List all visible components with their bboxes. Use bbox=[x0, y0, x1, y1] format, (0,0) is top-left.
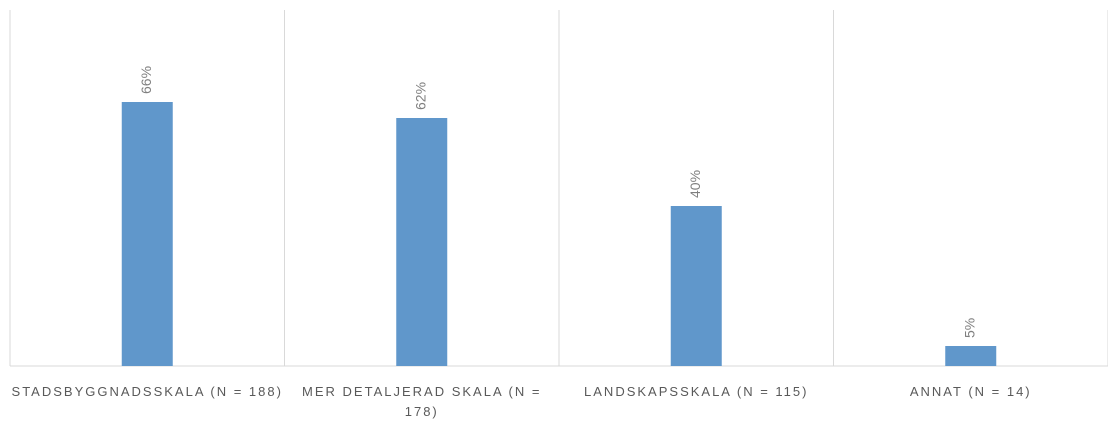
bar bbox=[945, 346, 997, 366]
value-label: 5% bbox=[961, 318, 977, 338]
bar bbox=[396, 118, 448, 366]
x-tick-label: MER DETALJERAD SKALA (N = 178) bbox=[302, 384, 542, 419]
value-label: 66% bbox=[138, 66, 154, 94]
x-tick-label: ANNAT (N = 14) bbox=[909, 384, 1032, 399]
x-tick-label: STADSBYGGNADSSKALA (N = 188) bbox=[11, 384, 283, 399]
bar bbox=[121, 102, 173, 366]
value-label: 62% bbox=[412, 82, 428, 110]
x-tick-label: LANDSKAPSSKALA (N = 115) bbox=[584, 384, 809, 399]
bar bbox=[670, 206, 722, 366]
value-label: 40% bbox=[687, 170, 703, 198]
